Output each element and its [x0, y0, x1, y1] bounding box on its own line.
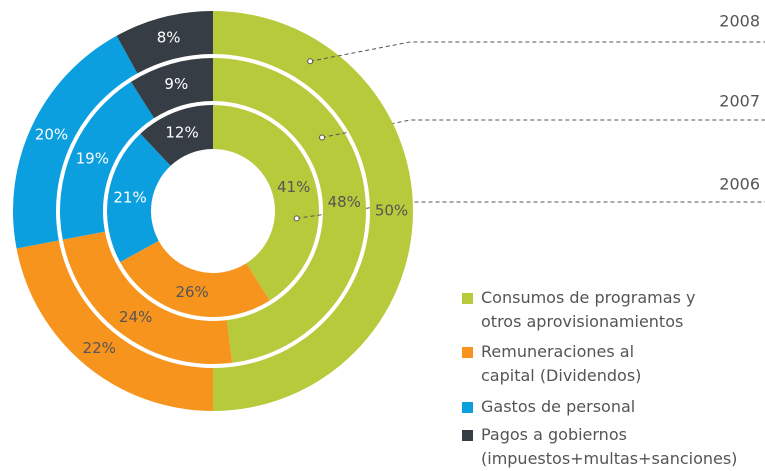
- value-label: 8%: [157, 29, 181, 47]
- donut-segment: [120, 240, 270, 317]
- leader-line: [296, 201, 765, 219]
- leader-line: [310, 41, 765, 62]
- legend-item: Gastos de personal: [462, 395, 762, 419]
- legend-label: Consumos de programas y otros aprovision…: [481, 288, 696, 331]
- leader-dot: [307, 58, 314, 65]
- value-label: 22%: [83, 339, 116, 357]
- value-label: 24%: [119, 308, 152, 326]
- donut-segment: [213, 105, 319, 301]
- year-label: 2007: [719, 92, 760, 111]
- donut-segment: [62, 231, 233, 364]
- legend-label: Gastos de personal: [481, 397, 636, 416]
- legend-swatch: [462, 347, 473, 358]
- value-label: 19%: [76, 149, 109, 167]
- legend-swatch: [462, 402, 473, 413]
- donut-segment: [213, 11, 413, 411]
- legend-label: Pagos a gobiernos (impuestos+multas+sanc…: [481, 425, 738, 468]
- value-label: 21%: [113, 188, 146, 206]
- donut-segment: [106, 133, 171, 263]
- leader-dot: [319, 134, 326, 141]
- donut-segment: [131, 58, 213, 119]
- donut-segment: [16, 240, 214, 411]
- legend-item: Pagos a gobiernos (impuestos+multas+sanc…: [462, 423, 762, 471]
- value-label: 12%: [165, 123, 198, 141]
- value-label: 9%: [164, 75, 188, 93]
- donut-segment: [213, 58, 367, 363]
- donut-segment: [140, 105, 213, 166]
- leader-dot: [293, 215, 300, 222]
- legend-swatch: [462, 430, 473, 441]
- legend-item: Consumos de programas y otros aprovision…: [462, 286, 762, 334]
- value-label: 41%: [277, 178, 310, 196]
- legend-swatch: [462, 293, 473, 304]
- donut-segment: [59, 81, 155, 240]
- value-label: 50%: [375, 202, 408, 220]
- legend-item: Remuneraciones al capital (Dividendos): [462, 340, 762, 388]
- donut-segment: [12, 35, 138, 249]
- donut-segment: [116, 10, 213, 74]
- year-label: 2006: [719, 175, 760, 194]
- value-label: 20%: [35, 125, 68, 143]
- value-label: 48%: [328, 193, 361, 211]
- legend-label: Remuneraciones al capital (Dividendos): [481, 342, 642, 385]
- year-label: 2008: [719, 12, 760, 31]
- value-label: 26%: [175, 283, 208, 301]
